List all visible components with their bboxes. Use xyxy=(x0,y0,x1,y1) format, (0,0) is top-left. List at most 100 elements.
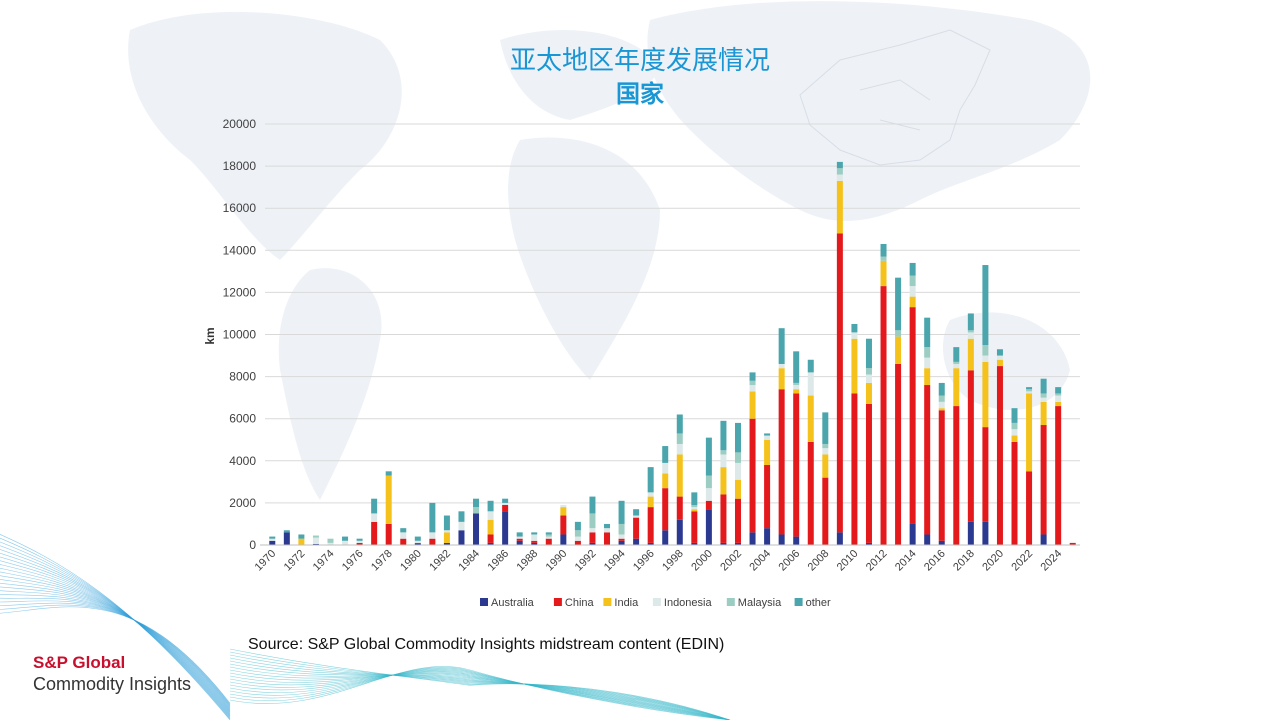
bar-segment xyxy=(312,543,319,545)
wave-line xyxy=(229,671,731,720)
bar-segment xyxy=(443,542,450,545)
bar-segment xyxy=(458,511,465,522)
bar-segment xyxy=(822,412,829,444)
bar-segment xyxy=(400,528,407,533)
y-tick-label: 8000 xyxy=(229,370,256,384)
bar-segment xyxy=(516,540,523,545)
wave-line xyxy=(0,602,231,705)
bar-segment xyxy=(1011,408,1018,423)
bar-segment xyxy=(982,345,989,356)
bar-segment xyxy=(836,180,843,234)
bar-segment xyxy=(356,540,363,543)
y-axis-label: km xyxy=(203,327,217,344)
wave-line xyxy=(229,672,731,720)
bar-segment xyxy=(764,433,771,436)
bar-segment xyxy=(662,488,669,531)
wave-line xyxy=(229,667,731,720)
bar-segment xyxy=(574,521,581,531)
x-tick-label: 1990 xyxy=(544,548,570,574)
bar-segment xyxy=(982,361,989,428)
bar-segment xyxy=(560,515,567,535)
y-tick-label: 20000 xyxy=(223,117,257,131)
bar-segment xyxy=(967,330,974,333)
bar-segment xyxy=(851,332,858,339)
bar-segment xyxy=(1026,391,1033,394)
bar-segment xyxy=(807,359,814,373)
bar-segment xyxy=(604,528,611,533)
bar-segment xyxy=(793,536,800,545)
x-tick-label: 2022 xyxy=(1009,548,1035,574)
bar-segment xyxy=(691,507,698,510)
bar-segment xyxy=(836,233,843,533)
bar-segment xyxy=(1011,429,1018,436)
bar-segment xyxy=(633,509,640,516)
bar-segment xyxy=(414,536,421,541)
bar-segment xyxy=(720,450,727,455)
bar-segment xyxy=(443,530,450,533)
bar-segment xyxy=(1055,406,1062,545)
bar-segment xyxy=(996,359,1003,367)
bar-segment xyxy=(967,338,974,371)
bar-segment xyxy=(967,332,974,339)
bar-segment xyxy=(836,532,843,545)
bar-segment xyxy=(909,275,916,287)
bar-segment xyxy=(749,391,756,419)
bar-segment xyxy=(1011,422,1018,430)
bar-segment xyxy=(909,296,916,308)
bar-segment xyxy=(778,328,785,364)
bar-segment xyxy=(429,502,436,533)
brand-name: S&P Global xyxy=(33,653,126,672)
wave-line xyxy=(229,651,731,720)
x-tick-label: 2008 xyxy=(806,548,832,574)
wave-line xyxy=(229,657,731,720)
wave-line xyxy=(0,537,231,720)
bar-segment xyxy=(953,368,960,407)
wave-line xyxy=(0,606,231,704)
chart-subtitle: 国家 xyxy=(616,80,664,108)
bar-segment xyxy=(778,368,785,390)
bar-segment xyxy=(298,538,305,545)
bar-segment xyxy=(283,532,290,545)
x-tick-label: 1976 xyxy=(340,548,366,574)
wave-line xyxy=(229,654,731,720)
bar-segment xyxy=(807,441,814,545)
bar-segment xyxy=(924,347,931,358)
bar-segment xyxy=(531,542,538,545)
bar-segment xyxy=(749,418,756,533)
wave-line xyxy=(0,579,231,711)
x-tick-label: 2016 xyxy=(922,548,948,574)
bar-segment xyxy=(822,454,829,478)
bar-segment xyxy=(676,433,683,444)
source-note: Source: S&P Global Commodity Insights mi… xyxy=(248,636,725,653)
bar-segment xyxy=(1011,441,1018,545)
bar-segment xyxy=(734,462,741,480)
bar-segment xyxy=(691,511,698,543)
x-tick-label: 1996 xyxy=(631,548,657,574)
wave-line xyxy=(0,594,231,708)
bar-segment xyxy=(720,494,727,543)
bar-segment xyxy=(822,443,829,449)
x-tick-label: 1982 xyxy=(427,548,453,574)
bar-segment xyxy=(647,496,654,508)
bar-segment xyxy=(749,380,756,386)
x-tick-label: 1974 xyxy=(311,548,337,574)
x-tick-label: 1994 xyxy=(602,548,628,574)
bar-segment xyxy=(982,521,989,545)
bar-segment xyxy=(458,530,465,545)
bar-segment xyxy=(385,475,392,524)
legend-swatch xyxy=(553,598,562,606)
bar-segment xyxy=(749,385,756,392)
bar-segment xyxy=(1026,389,1033,392)
legend-swatch xyxy=(726,598,735,606)
legend: Australia China India Indonesia Malaysia othe… xyxy=(480,597,831,609)
bar-segment xyxy=(676,414,683,434)
x-tick-label: 2012 xyxy=(864,548,890,574)
bar-segment xyxy=(705,500,712,510)
wave-line xyxy=(229,666,731,720)
bar-segment xyxy=(371,521,378,545)
bar-segment xyxy=(502,502,509,506)
bar-segment xyxy=(1040,393,1047,398)
bar-segment xyxy=(618,500,625,524)
bar-segment xyxy=(909,523,916,545)
bar-segment xyxy=(807,372,814,396)
